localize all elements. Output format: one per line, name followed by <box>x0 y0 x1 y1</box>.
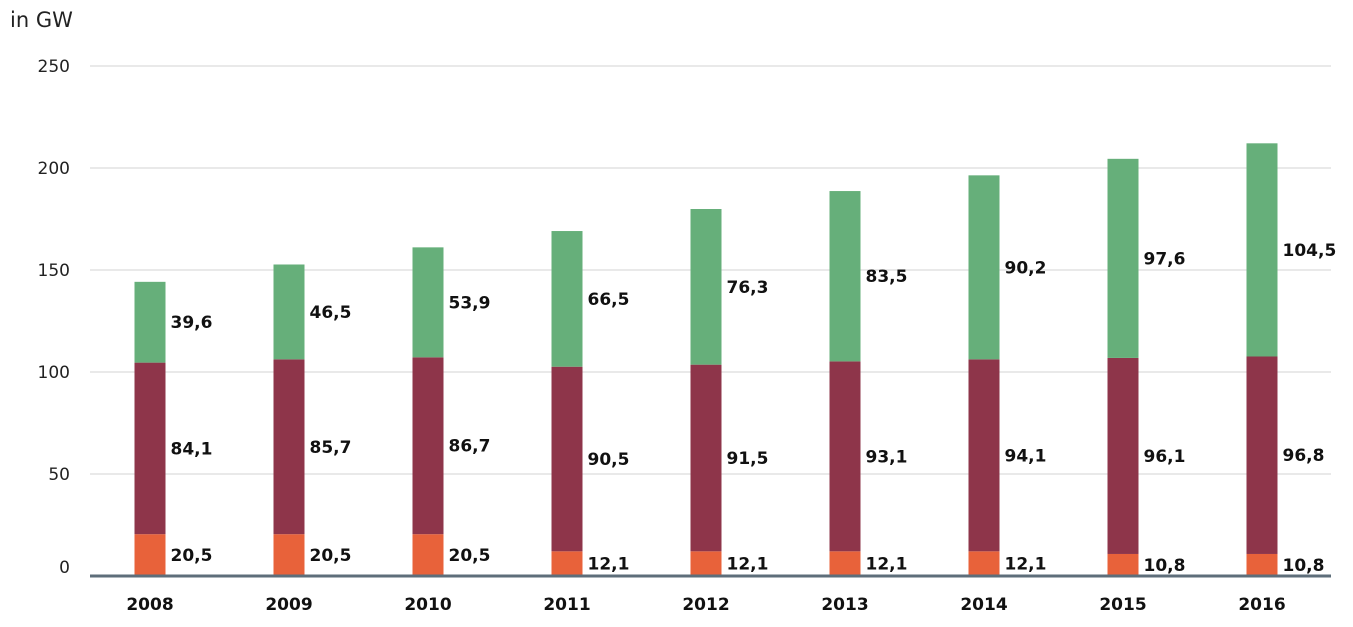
bar-segment <box>1107 357 1139 554</box>
bar-segment <box>829 191 861 362</box>
bar-segment <box>829 361 861 552</box>
bar-segment <box>690 551 722 576</box>
bar-segment <box>551 366 583 552</box>
x-tick-label: 2011 <box>543 595 590 615</box>
bar-segment <box>134 534 166 576</box>
x-tick-label: 2009 <box>265 595 312 615</box>
x-tick-label: 2013 <box>821 595 868 615</box>
data-label: 91,5 <box>727 449 769 469</box>
y-tick-label: 200 <box>38 159 70 179</box>
y-tick-label: 250 <box>38 57 70 77</box>
x-tick-label: 2014 <box>960 595 1007 615</box>
data-label: 12,1 <box>866 555 908 575</box>
data-label: 76,3 <box>727 278 769 298</box>
data-label: 10,8 <box>1283 556 1325 576</box>
x-tick-label: 2010 <box>404 595 451 615</box>
bar-segment <box>1246 143 1278 357</box>
data-label: 86,7 <box>449 437 491 457</box>
data-labels: 20,5 84,1 39,6 20,5 85,7 46,5 20,5 86,7 53,9 12,1… <box>171 241 1337 576</box>
x-tick-label: 2016 <box>1238 595 1285 615</box>
x-tick-label: 2008 <box>126 595 173 615</box>
y-tick-label: 150 <box>38 261 70 281</box>
data-label: 20,5 <box>310 546 352 566</box>
data-label: 96,8 <box>1283 446 1325 466</box>
y-tick-label: 100 <box>38 363 70 383</box>
data-label: 66,5 <box>588 290 630 310</box>
bar-segment <box>412 247 444 358</box>
data-label: 104,5 <box>1283 241 1337 261</box>
data-label: 84,1 <box>171 439 213 459</box>
y-tick-label: 0 <box>59 558 70 578</box>
data-label: 20,5 <box>171 546 213 566</box>
data-label: 97,6 <box>1144 249 1186 269</box>
bar-segment <box>968 175 1000 360</box>
data-label: 39,6 <box>171 313 213 333</box>
bar-segment <box>551 551 583 576</box>
y-tick-label: 50 <box>48 465 70 485</box>
data-label: 93,1 <box>866 447 908 467</box>
bar-segment <box>273 359 305 535</box>
bar-segment <box>134 281 166 363</box>
data-label: 83,5 <box>866 267 908 287</box>
bar-segment <box>1107 553 1139 576</box>
data-label: 85,7 <box>310 438 352 458</box>
data-label: 20,5 <box>449 546 491 566</box>
data-label: 12,1 <box>588 555 630 575</box>
data-label: 96,1 <box>1144 447 1186 467</box>
unit-label: in GW <box>10 8 73 32</box>
x-axis-ticks: 2008 2009 2010 2011 2012 2013 2014 2015 2016 <box>126 595 1285 615</box>
data-label: 10,8 <box>1144 556 1186 576</box>
bar-segment <box>968 551 1000 576</box>
data-label: 12,1 <box>1005 555 1047 575</box>
data-label: 46,5 <box>310 303 352 323</box>
bar-segment <box>1246 356 1278 554</box>
bar-segment <box>968 359 1000 552</box>
x-tick-label: 2012 <box>682 595 729 615</box>
bar-segment <box>273 534 305 576</box>
bar-segment <box>829 551 861 576</box>
bar-segment <box>690 364 722 552</box>
y-axis-ticks: 0 50 100 150 200 250 <box>38 57 70 578</box>
data-label: 53,9 <box>449 293 491 313</box>
bar-segment <box>1246 553 1278 576</box>
data-label: 90,5 <box>588 450 630 470</box>
bars <box>134 143 1278 576</box>
bar-segment <box>412 357 444 535</box>
bar-segment <box>273 264 305 360</box>
data-label: 12,1 <box>727 555 769 575</box>
data-label: 94,1 <box>1005 446 1047 466</box>
bar-segment <box>134 362 166 535</box>
data-label: 90,2 <box>1005 258 1047 278</box>
x-tick-label: 2015 <box>1099 595 1146 615</box>
bar-segment <box>690 209 722 365</box>
bar-segment <box>1107 158 1139 358</box>
bar-segment <box>551 231 583 367</box>
bar-segment <box>412 534 444 576</box>
